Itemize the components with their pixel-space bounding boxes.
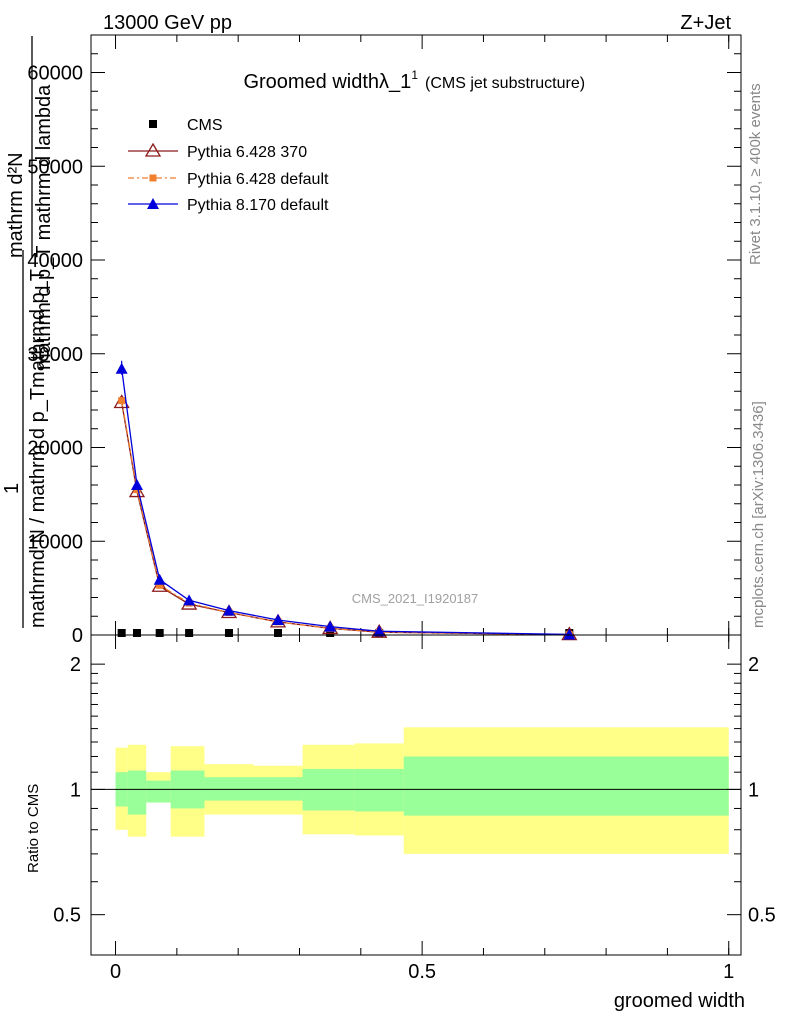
main-y-tick-label: 0 (72, 625, 83, 647)
mcplots-label: mcplots.cern.ch [arXiv:1306.3436] (750, 401, 767, 628)
data-point (183, 594, 196, 606)
uncertainty-band-inner (403, 756, 729, 816)
ratio-y-axis-label: Ratio to CMS (25, 784, 42, 873)
legend-item-2: Pythia 6.428 default (128, 171, 329, 188)
data-point (132, 629, 141, 637)
plot-subtitle: (CMS jet substructure) (425, 75, 585, 92)
x-tick-label: 0.5 (408, 961, 436, 983)
x-tick-label: 0 (110, 961, 121, 983)
uncertainty-band-inner (354, 768, 404, 812)
series-line-3 (121, 368, 570, 636)
data-point (130, 479, 143, 490)
data-point (118, 397, 126, 405)
data-point (373, 625, 386, 637)
legend-item-3: Pythia 8.170 default (128, 197, 329, 214)
data-point (274, 629, 283, 637)
data-point (117, 629, 126, 637)
legend: CMS Pythia 6.428 370 Pythia 6.428 default P… (128, 117, 329, 214)
rivet-label: Rivet 3.1.10, ≥ 400k events (747, 83, 764, 265)
header-left: 13000 GeV pp (103, 12, 232, 34)
ratio-y-tick-label: 0.5 (53, 905, 81, 927)
ylabel-line2: mathrm d p_T mathrm d lambda (33, 84, 55, 370)
uncertainty-band-inner (146, 780, 171, 803)
main-y-axis-label: mathrm d²N mathrm d p_T mathrm d lambda … (1, 36, 55, 628)
data-point (563, 628, 576, 640)
series-3 (115, 362, 576, 640)
x-tick-label: 1 (723, 961, 734, 983)
legend-marker (149, 120, 157, 128)
legend-item-0: CMS (149, 117, 223, 134)
legend-label: Pythia 8.170 default (187, 197, 329, 214)
main-y-tick-label: 40000 (27, 250, 83, 272)
ratio-plot-panel: 0.5 0.5 1 1 2 2 0 0.5 1 Ratio to CMS groomed wid… (25, 634, 776, 1012)
legend-label: Pythia 6.428 370 (187, 144, 307, 161)
legend-label: Pythia 6.428 default (187, 171, 329, 188)
data-point (156, 581, 164, 589)
ratio-y-tick-label-right: 1 (748, 779, 759, 801)
series-1 (113, 394, 578, 641)
plot-title-main: Groomed widthλ_1 (243, 71, 411, 93)
legend-label: CMS (187, 117, 223, 134)
ylabel-line3: 1 (1, 483, 23, 494)
header-right: Z+Jet (680, 12, 731, 34)
watermark: CMS_2021_I1920187 (352, 591, 479, 606)
legend-marker (147, 198, 159, 209)
ylabel-line4: mathrmd N / mathrm d p_Tmathrmd p_T (27, 269, 49, 628)
main-y-tick-label: 60000 (27, 63, 83, 85)
uncertainty-band-inner (127, 770, 147, 815)
data-point (272, 614, 285, 625)
data-point (324, 620, 337, 632)
ratio-y-tick-label: 2 (70, 654, 81, 676)
main-y-tick-label: 50000 (27, 156, 83, 178)
data-point (153, 573, 166, 585)
plot-title-sup: 1 (411, 68, 418, 82)
main-y-tick-label: 10000 (27, 531, 83, 553)
plot-title: Groomed widthλ_11 (243, 68, 418, 93)
data-point (185, 629, 194, 637)
ratio-plot-frame (90, 634, 742, 956)
legend-marker (144, 142, 162, 157)
uncertainty-band-inner (253, 777, 303, 801)
x-axis-label: groomed width (614, 990, 745, 1012)
ylabel-line1: mathrm d²N (5, 152, 27, 258)
legend-marker (149, 174, 157, 182)
ratio-y-tick-label-right: 2 (748, 654, 759, 676)
main-y-tick-label: 30000 (27, 344, 83, 366)
main-plot-panel: 0 10000 20000 30000 40000 50000 60000 CMS_2021… (1, 34, 742, 647)
ratio-y-tick-label-right: 0.5 (748, 905, 776, 927)
data-point (224, 629, 233, 637)
uncertainty-band-inner (204, 777, 254, 801)
main-y-tick-label: 20000 (27, 438, 83, 460)
data-point (222, 604, 235, 616)
legend-item-1: Pythia 6.428 370 (128, 142, 307, 161)
data-point (155, 629, 164, 637)
ratio-y-tick-label: 1 (70, 779, 81, 801)
